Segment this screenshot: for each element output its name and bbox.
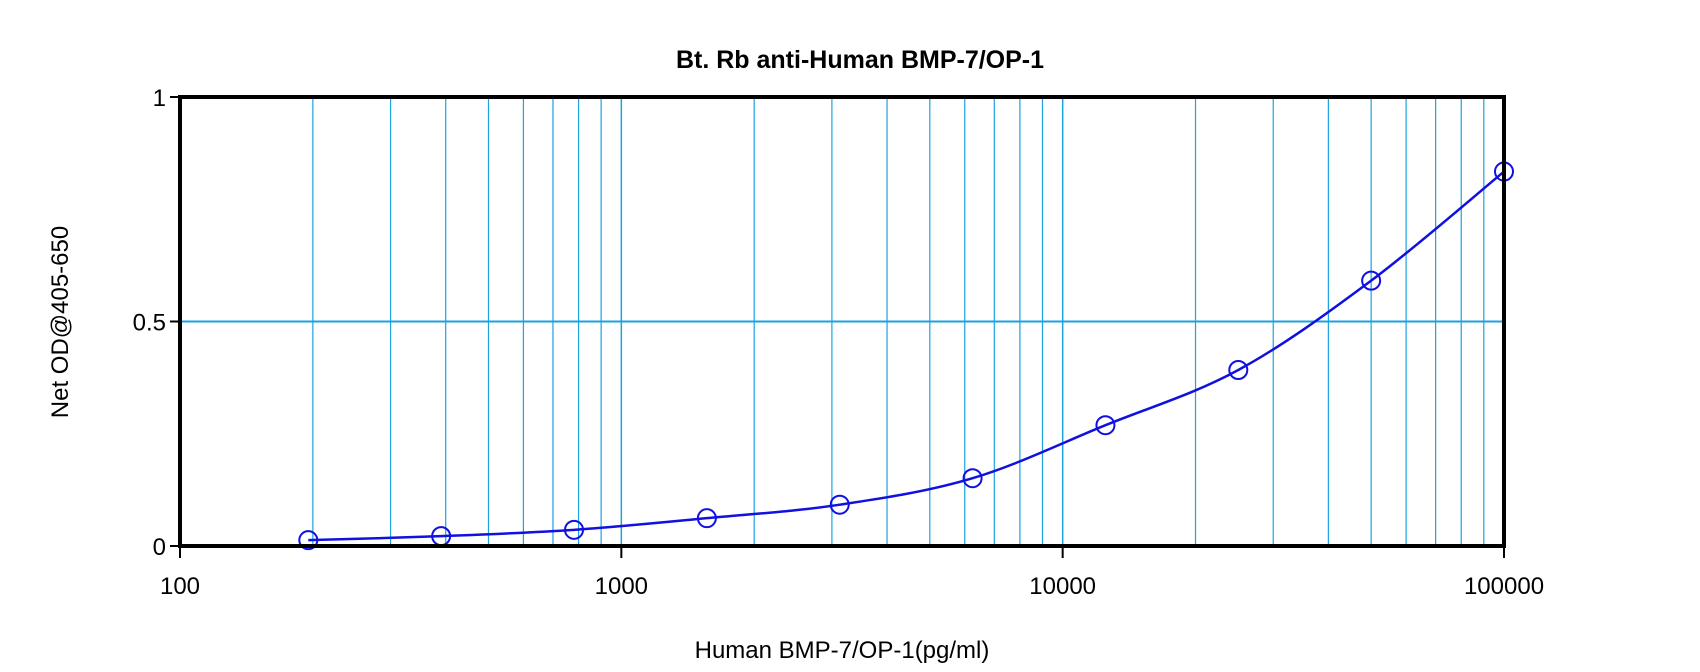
- tick-labels: 100 1000 10000 100000 0 0.5 1: [133, 85, 1544, 600]
- x-tick-label: 1000: [595, 573, 648, 600]
- x-tick-label: 100: [160, 573, 200, 600]
- data-points: [298, 161, 1514, 551]
- data-point: [829, 494, 850, 515]
- y-tick-label: 0: [153, 534, 166, 561]
- y-tick-label: 0.5: [133, 310, 166, 337]
- data-point: [1228, 359, 1249, 380]
- data-point: [298, 530, 319, 551]
- fitted-curve-group: [308, 170, 1505, 542]
- chart-title: Bt. Rb anti-Human BMP-7/OP-1: [676, 46, 1044, 74]
- grid: [180, 97, 1504, 546]
- x-tick-label: 100000: [1464, 573, 1544, 600]
- data-point: [696, 508, 717, 529]
- y-axis-label: Net OD@405-650: [47, 226, 74, 418]
- x-axis-label: Human BMP-7/OP-1(pg/ml): [695, 637, 990, 664]
- fitted-curve: [308, 170, 1505, 542]
- data-point: [1361, 270, 1382, 291]
- data-point: [962, 468, 983, 489]
- y-tick-label: 1: [153, 85, 166, 112]
- data-point: [564, 519, 585, 540]
- data-point: [1095, 415, 1116, 436]
- x-tick-label: 10000: [1029, 573, 1096, 600]
